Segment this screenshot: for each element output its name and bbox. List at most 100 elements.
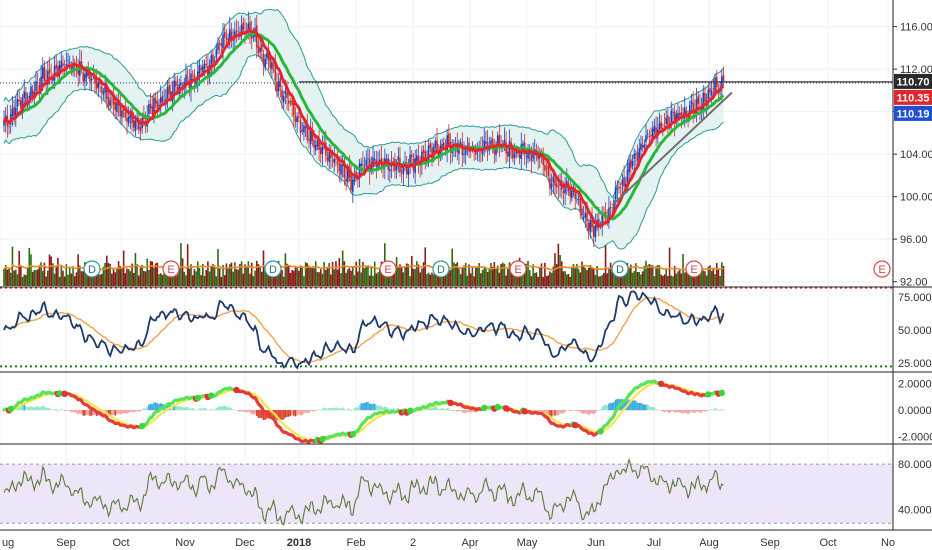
candle-body: [210, 55, 213, 69]
candle-body: [571, 190, 573, 199]
volume-bar: [220, 276, 223, 286]
volume-bar: [417, 264, 420, 286]
macd-histogram-bar: [498, 409, 501, 411]
earnings-marker[interactable]: [509, 260, 527, 278]
dividend-marker[interactable]: [264, 260, 282, 278]
volume-bar: [111, 273, 113, 286]
candle-body: [213, 60, 216, 62]
volume-bar: [704, 271, 706, 286]
volume-bar: [633, 270, 635, 286]
volume-bar: [677, 271, 679, 286]
macd-histogram-bar: [456, 409, 459, 412]
candle-body: [624, 183, 627, 188]
volume-bar: [576, 263, 578, 286]
ma-price-badge[interactable]: [894, 89, 932, 105]
volume-bar: [114, 272, 117, 286]
dividend-marker[interactable]: [432, 260, 450, 278]
earnings-marker[interactable]: [162, 260, 180, 278]
candle-body: [709, 88, 711, 93]
candle-body: [712, 88, 715, 90]
macd-histogram-bar: [670, 409, 673, 412]
time-tick-label: 2018: [287, 537, 311, 549]
volume-bar: [571, 266, 573, 286]
volume-bar: [53, 273, 56, 286]
candle-body: [287, 100, 290, 104]
candle-body: [205, 63, 207, 65]
candle-body: [395, 163, 398, 170]
macd-histogram-bar: [532, 409, 534, 412]
volume-bar: [198, 267, 201, 286]
earnings-marker[interactable]: [685, 260, 703, 278]
volume-bar: [365, 265, 368, 286]
volume-bar: [170, 276, 172, 286]
macd-histogram-bar: [338, 408, 341, 411]
macd-histogram-bar: [630, 400, 632, 411]
macd-histogram-bar: [368, 403, 371, 411]
candle-body: [122, 108, 125, 112]
macd-histogram-bar: [650, 406, 652, 411]
macd-histogram-bar: [287, 409, 290, 417]
macd-histogram-bar: [316, 409, 319, 411]
candle-body: [223, 31, 226, 38]
candle-body: [262, 53, 265, 66]
volume-bar: [286, 263, 288, 286]
volume-bar: [355, 261, 357, 286]
macd-histogram-bar: [544, 409, 546, 414]
trendline[interactable]: [611, 91, 733, 206]
time-axis[interactable]: ug Sep Oct Nov Dec 2018 Feb 2 Apr May Jun Jul Aug Sep…: [2, 537, 895, 549]
volume-bar: [298, 270, 300, 286]
earnings-marker[interactable]: [873, 260, 891, 278]
candle-body: [151, 106, 154, 115]
candle-body: [495, 145, 497, 156]
volume-bar: [594, 274, 597, 286]
candle-body: [591, 219, 593, 228]
volume-bar: [272, 272, 275, 286]
volume-bar: [710, 270, 713, 286]
last-price-badge[interactable]: [894, 73, 932, 89]
macd-histogram-bar: [574, 409, 577, 411]
rsi-panel[interactable]: [0, 286, 893, 370]
price-axis[interactable]: 116.00112.00108.00104.00100.0096.0092.00…: [893, 22, 932, 517]
candle-body: [618, 186, 620, 188]
candle-body: [486, 141, 489, 150]
candle-body: [601, 213, 603, 228]
volume-bar: [176, 274, 179, 286]
earnings-marker[interactable]: [379, 260, 397, 278]
candle-body: [154, 99, 157, 104]
candle-body: [264, 58, 266, 68]
candle-body: [247, 23, 250, 30]
macd-cross-dot: [208, 392, 215, 399]
macd-panel[interactable]: [2, 379, 726, 444]
macd-histogram-bar: [301, 409, 304, 416]
oscillator-tick-label: 40.0000: [898, 505, 932, 517]
candle-body: [592, 226, 595, 238]
volume-bar: [45, 276, 47, 286]
macd-histogram-bar: [355, 407, 357, 411]
candle-body: [67, 60, 69, 62]
volume-bar: [579, 272, 582, 286]
candle-body: [485, 141, 487, 144]
candle-body: [313, 140, 315, 148]
dividend-marker[interactable]: [83, 260, 101, 278]
candle-body: [232, 39, 234, 41]
volume-bar: [195, 271, 197, 286]
candle-body: [577, 198, 580, 200]
current-price-badge[interactable]: [894, 105, 932, 121]
candle-body: [200, 67, 202, 70]
candle-body: [249, 22, 251, 34]
dividend-marker[interactable]: [611, 260, 629, 278]
candle-body: [225, 37, 228, 39]
candle-body: [281, 89, 283, 101]
volume-bar: [643, 266, 646, 286]
candle-body: [228, 28, 231, 39]
volume-bar: [705, 275, 708, 286]
oscillator-panel[interactable]: [0, 457, 893, 526]
macd-cross-dot: [349, 430, 356, 438]
macd-histogram-bar: [640, 402, 642, 411]
candle-body: [341, 163, 344, 167]
volume-bar: [697, 269, 700, 286]
macd-signal-line: [3, 382, 724, 442]
